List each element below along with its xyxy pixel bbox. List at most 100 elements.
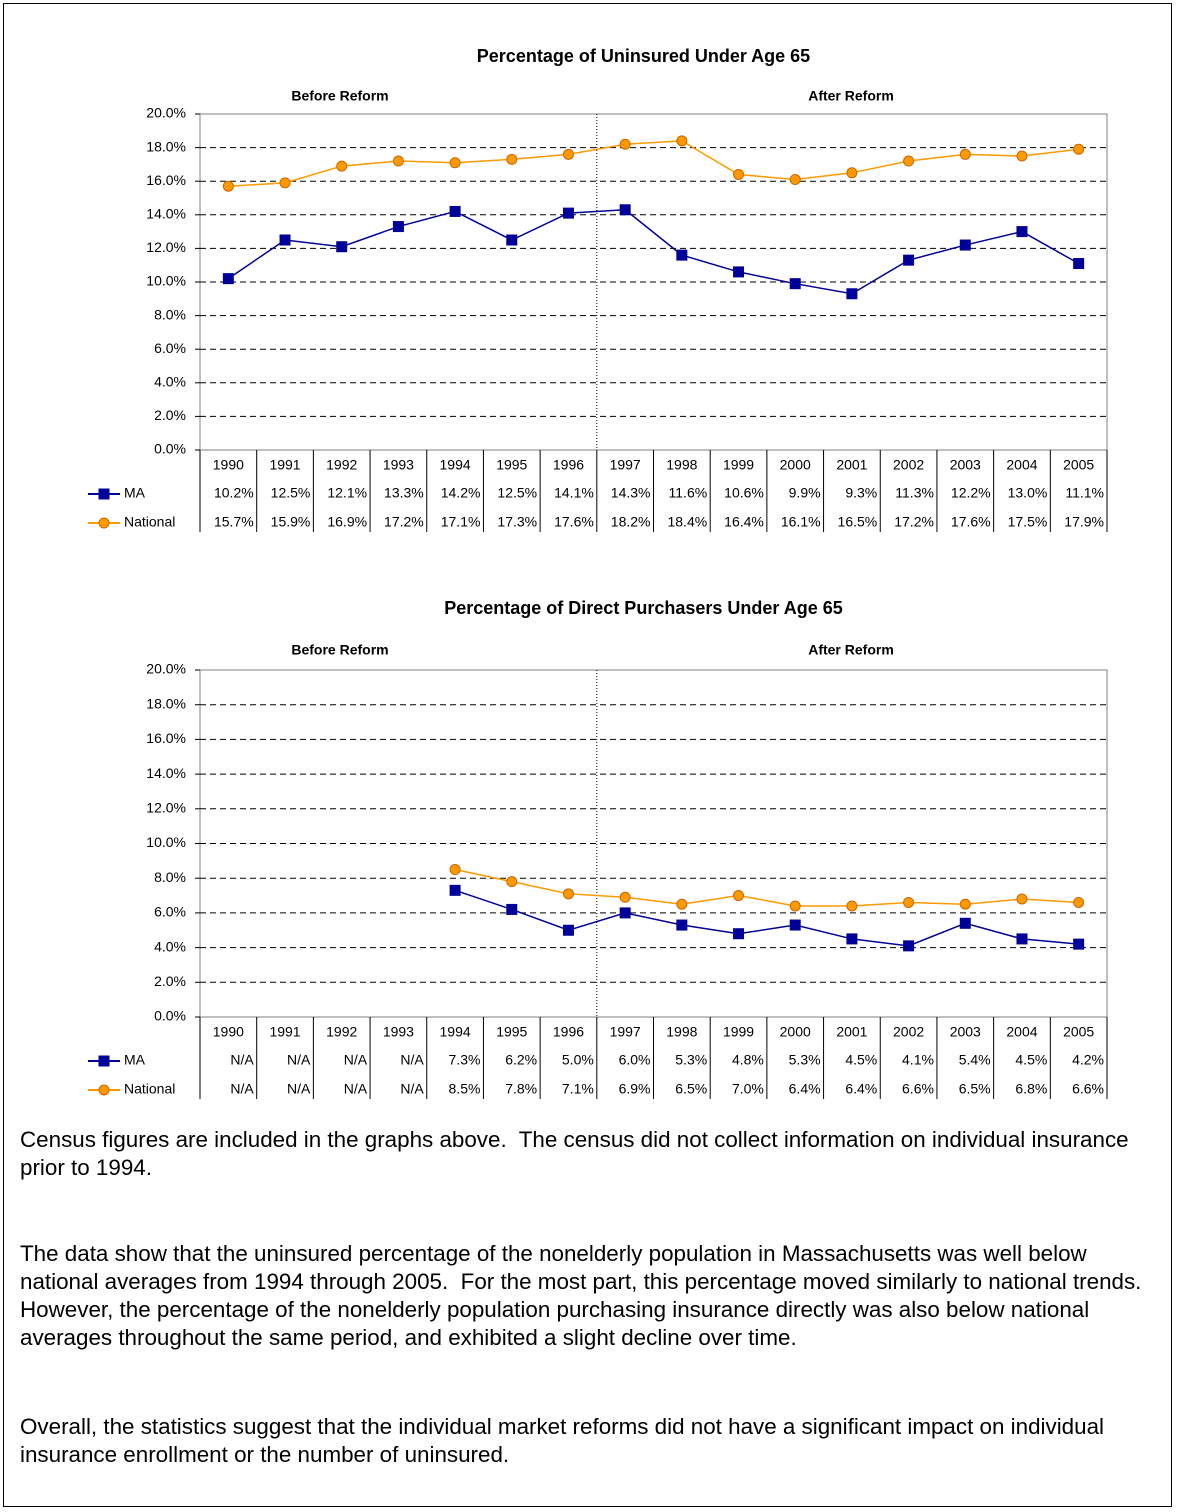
x-tick-label: 2003 bbox=[950, 457, 981, 473]
x-tick-label: 2004 bbox=[1006, 1024, 1037, 1040]
table-cell: N/A bbox=[230, 1052, 254, 1068]
y-tick-label: 6.0% bbox=[154, 340, 186, 356]
marker bbox=[449, 157, 461, 169]
marker bbox=[903, 940, 915, 952]
x-tick-label: 1997 bbox=[610, 457, 641, 473]
table-cell: 9.9% bbox=[789, 485, 821, 501]
y-tick-label: 12.0% bbox=[146, 800, 186, 816]
table-cell: 7.0% bbox=[732, 1081, 764, 1097]
table-cell: 6.8% bbox=[1015, 1081, 1047, 1097]
marker bbox=[903, 254, 915, 266]
table-cell: 17.6% bbox=[554, 514, 594, 530]
table-cell: 16.1% bbox=[781, 514, 821, 530]
table-cell: N/A bbox=[287, 1052, 311, 1068]
table-cell: 6.4% bbox=[845, 1081, 877, 1097]
table-cell: 7.3% bbox=[449, 1052, 481, 1068]
table-cell: 18.4% bbox=[667, 514, 707, 530]
table-cell: 13.0% bbox=[1008, 485, 1048, 501]
marker bbox=[846, 288, 858, 300]
series-line bbox=[228, 140, 1079, 187]
table-cell: 4.2% bbox=[1072, 1052, 1104, 1068]
marker bbox=[506, 153, 518, 165]
marker bbox=[336, 241, 348, 253]
marker bbox=[619, 138, 631, 150]
marker bbox=[506, 234, 518, 246]
x-tick-label: 1999 bbox=[723, 457, 754, 473]
y-tick-label: 18.0% bbox=[146, 138, 186, 154]
table-cell: 17.9% bbox=[1064, 514, 1104, 530]
y-tick-label: 4.0% bbox=[154, 374, 186, 390]
table-cell: 5.0% bbox=[562, 1052, 594, 1068]
marker bbox=[959, 898, 971, 910]
table-cell: 6.6% bbox=[1072, 1081, 1104, 1097]
x-tick-label: 2004 bbox=[1006, 457, 1037, 473]
y-tick-label: 14.0% bbox=[146, 206, 186, 222]
marker bbox=[1073, 143, 1085, 155]
table-cell: 8.5% bbox=[449, 1081, 481, 1097]
x-tick-label: 2001 bbox=[836, 1024, 867, 1040]
marker bbox=[449, 864, 461, 876]
marker bbox=[279, 177, 291, 189]
marker bbox=[676, 249, 688, 261]
x-tick-label: 1999 bbox=[723, 1024, 754, 1040]
table-cell: 14.2% bbox=[441, 485, 481, 501]
table-cell: 13.3% bbox=[384, 485, 424, 501]
table-cell: 14.3% bbox=[611, 485, 651, 501]
y-tick-label: 10.0% bbox=[146, 834, 186, 850]
marker bbox=[562, 148, 574, 160]
table-cell: 10.6% bbox=[724, 485, 764, 501]
x-tick-label: 1996 bbox=[553, 1024, 584, 1040]
table-cell: 12.2% bbox=[951, 485, 991, 501]
y-tick-label: 14.0% bbox=[146, 765, 186, 781]
y-tick-label: 4.0% bbox=[154, 938, 186, 954]
table-cell: 9.3% bbox=[845, 485, 877, 501]
y-tick-label: 8.0% bbox=[154, 869, 186, 885]
y-tick-label: 20.0% bbox=[146, 105, 186, 121]
table-cell: 6.2% bbox=[505, 1052, 537, 1068]
paragraph: The data show that the uninsured percent… bbox=[20, 1241, 1154, 1350]
table-cell: N/A bbox=[344, 1081, 368, 1097]
legend-marker bbox=[98, 1084, 110, 1096]
marker bbox=[846, 167, 858, 179]
y-tick-label: 10.0% bbox=[146, 273, 186, 289]
table-cell: 16.9% bbox=[327, 514, 367, 530]
legend-marker bbox=[98, 488, 110, 500]
x-tick-label: 1998 bbox=[666, 457, 697, 473]
table-cell: 17.3% bbox=[497, 514, 537, 530]
table-cell: 17.2% bbox=[384, 514, 424, 530]
marker bbox=[846, 933, 858, 945]
legend-label: MA bbox=[124, 485, 146, 501]
table-cell: 6.5% bbox=[959, 1081, 991, 1097]
table-cell: 4.5% bbox=[845, 1052, 877, 1068]
y-tick-label: 8.0% bbox=[154, 306, 186, 322]
x-tick-label: 2002 bbox=[893, 1024, 924, 1040]
paragraph: Overall, the statistics suggest that the… bbox=[20, 1414, 1111, 1467]
marker bbox=[676, 898, 688, 910]
marker bbox=[846, 900, 858, 912]
marker bbox=[789, 278, 801, 290]
x-tick-label: 2001 bbox=[836, 457, 867, 473]
x-tick-label: 1993 bbox=[383, 1024, 414, 1040]
table-cell: 6.5% bbox=[675, 1081, 707, 1097]
x-tick-label: 1994 bbox=[440, 457, 471, 473]
table-cell: 4.8% bbox=[732, 1052, 764, 1068]
marker bbox=[789, 919, 801, 931]
annotation: After Reform bbox=[808, 642, 894, 658]
marker bbox=[506, 876, 518, 888]
table-cell: 15.9% bbox=[271, 514, 311, 530]
marker bbox=[222, 273, 234, 285]
table-cell: 12.5% bbox=[497, 485, 537, 501]
x-tick-label: 1992 bbox=[326, 457, 357, 473]
y-tick-label: 12.0% bbox=[146, 239, 186, 255]
table-cell: 6.9% bbox=[619, 1081, 651, 1097]
series-line bbox=[227, 208, 1080, 295]
table-cell: 4.5% bbox=[1015, 1052, 1047, 1068]
table-cell: 4.1% bbox=[902, 1052, 934, 1068]
legend-marker bbox=[98, 1055, 110, 1067]
table-cell: N/A bbox=[230, 1081, 254, 1097]
marker bbox=[449, 205, 461, 217]
marker bbox=[619, 204, 631, 216]
marker bbox=[392, 155, 404, 167]
table-cell: 17.5% bbox=[1008, 514, 1048, 530]
table-cell: 11.6% bbox=[669, 485, 708, 501]
